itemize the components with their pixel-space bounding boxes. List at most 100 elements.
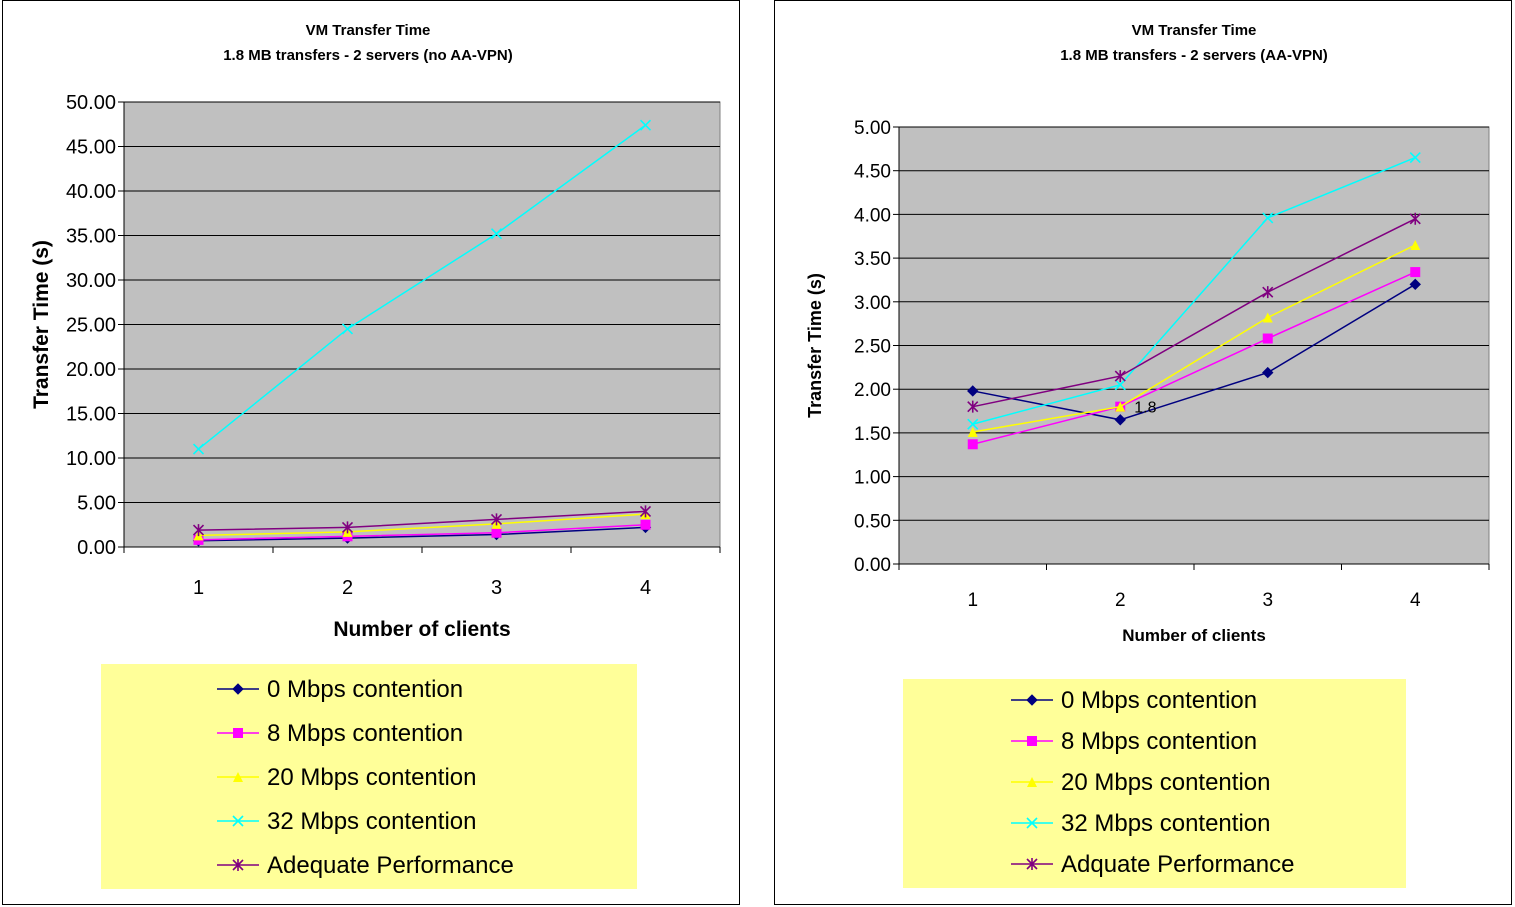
series-4 (192, 119, 652, 455)
x-tick-label: 4 (640, 577, 651, 599)
data-point (967, 439, 978, 450)
data-point (491, 527, 502, 538)
y-tick-label: 50.00 (66, 92, 116, 114)
legend-marker (1026, 858, 1038, 870)
y-axis-label: Transfer Time (s) (30, 240, 53, 409)
y-tick-label: 1.50 (854, 424, 891, 445)
data-point (640, 519, 651, 530)
data-point (1409, 212, 1421, 225)
data-point (1409, 278, 1421, 291)
legend-entry: 32 Mbps contention (1061, 810, 1270, 837)
data-point (639, 505, 652, 518)
legend-marker (233, 772, 243, 782)
data-point (341, 521, 354, 534)
y-tick-label: 2.00 (854, 380, 891, 401)
legend-marker (232, 683, 244, 695)
data-point (1114, 414, 1126, 426)
series-1 (967, 278, 1421, 426)
data-point (1262, 212, 1274, 224)
series-line (972, 218, 1416, 408)
legend-entry: 0 Mbps contention (1061, 687, 1257, 714)
legend-marker (1026, 694, 1038, 706)
y-tick-label: 4.00 (854, 205, 891, 226)
chart-subtitle: 1.8 MB transfers - 2 servers (no AA-VPN) (223, 47, 513, 64)
legend: 0 Mbps contention 8 Mbps contention 20 Mbp… (101, 664, 637, 889)
legend-entry: Adequate Performance (267, 852, 514, 879)
legend-marker (1027, 736, 1037, 746)
y-tick-label: 45.00 (66, 137, 116, 159)
y-tick-label: 40.00 (66, 181, 116, 203)
legend-marker (233, 728, 243, 738)
data-point (1409, 152, 1421, 164)
x-tick-label: 1 (967, 590, 978, 611)
data-point (192, 524, 205, 537)
series-5 (967, 212, 1421, 413)
y-tick-label: 15.00 (66, 404, 116, 426)
legend-entry: 20 Mbps contention (1061, 769, 1270, 796)
data-point (490, 228, 503, 240)
y-tick-label: 0.00 (854, 555, 891, 576)
data-annotation: 1.8 (1134, 400, 1156, 417)
y-tick-label: 3.50 (854, 249, 891, 270)
data-point (192, 443, 205, 455)
x-tick-label: 3 (1262, 590, 1273, 611)
legend-box (903, 679, 1406, 888)
data-point (490, 513, 503, 526)
data-point (1410, 239, 1421, 250)
x-tick-label: 3 (491, 577, 502, 599)
series-line (198, 510, 646, 531)
legend: 0 Mbps contention 8 Mbps contention 20 Mbp… (903, 679, 1406, 888)
data-point (1114, 370, 1126, 383)
series-line (198, 524, 646, 541)
legend-entry: 8 Mbps contention (1061, 728, 1257, 755)
y-tick-label: 25.00 (66, 315, 116, 337)
legend-entry: 32 Mbps contention (267, 808, 476, 835)
chart-title: VM Transfer Time (306, 22, 431, 39)
y-tick-label: 20.00 (66, 359, 116, 381)
y-tick-label: 1.00 (854, 468, 891, 489)
series-line (972, 244, 1416, 433)
data-point (341, 323, 354, 335)
legend-entry: 20 Mbps contention (267, 764, 476, 791)
legend-marker (1026, 817, 1038, 829)
series-line (198, 526, 646, 542)
chart-panel-right: VM Transfer Time 1.8 MB transfers - 2 ser… (774, 0, 1512, 905)
series-3 (967, 239, 1421, 438)
y-tick-label: 35.00 (66, 226, 116, 248)
legend-entry: 8 Mbps contention (267, 720, 463, 747)
x-tick-label: 4 (1410, 590, 1421, 611)
y-tick-label: 0.00 (77, 537, 116, 559)
legend-entry: Adquate Performance (1061, 851, 1294, 878)
series-line (972, 271, 1416, 445)
data-point (639, 119, 652, 131)
legend-marker (232, 815, 244, 827)
x-axis-label: Number of clients (1122, 626, 1266, 645)
data-point (967, 427, 978, 438)
data-point (967, 400, 979, 413)
data-point (1114, 379, 1126, 391)
legend-box (101, 664, 637, 889)
y-tick-label: 10.00 (66, 448, 116, 470)
data-point (1262, 333, 1273, 344)
legend-marker (232, 859, 244, 871)
data-point (967, 418, 979, 430)
y-tick-label: 2.50 (854, 337, 891, 358)
legend-entry: 0 Mbps contention (267, 676, 463, 703)
series-5 (192, 505, 652, 537)
data-point (1262, 366, 1274, 379)
data-point (1262, 312, 1273, 323)
y-tick-label: 5.00 (854, 118, 891, 139)
y-tick-label: 4.50 (854, 162, 891, 183)
y-tick-label: 0.50 (854, 511, 891, 532)
x-axis-label: Number of clients (333, 618, 510, 641)
series-line (972, 283, 1416, 421)
series-line (972, 156, 1416, 425)
chart-left: VM Transfer Time 1.8 MB transfers - 2 ser… (30, 22, 721, 889)
data-point (967, 385, 979, 397)
x-tick-label: 2 (1115, 590, 1126, 611)
series-line (198, 124, 646, 450)
data-point (1262, 286, 1274, 299)
y-tick-label: 3.00 (854, 293, 891, 314)
chart-title: VM Transfer Time (1132, 22, 1257, 39)
x-tick-label: 2 (342, 577, 353, 599)
